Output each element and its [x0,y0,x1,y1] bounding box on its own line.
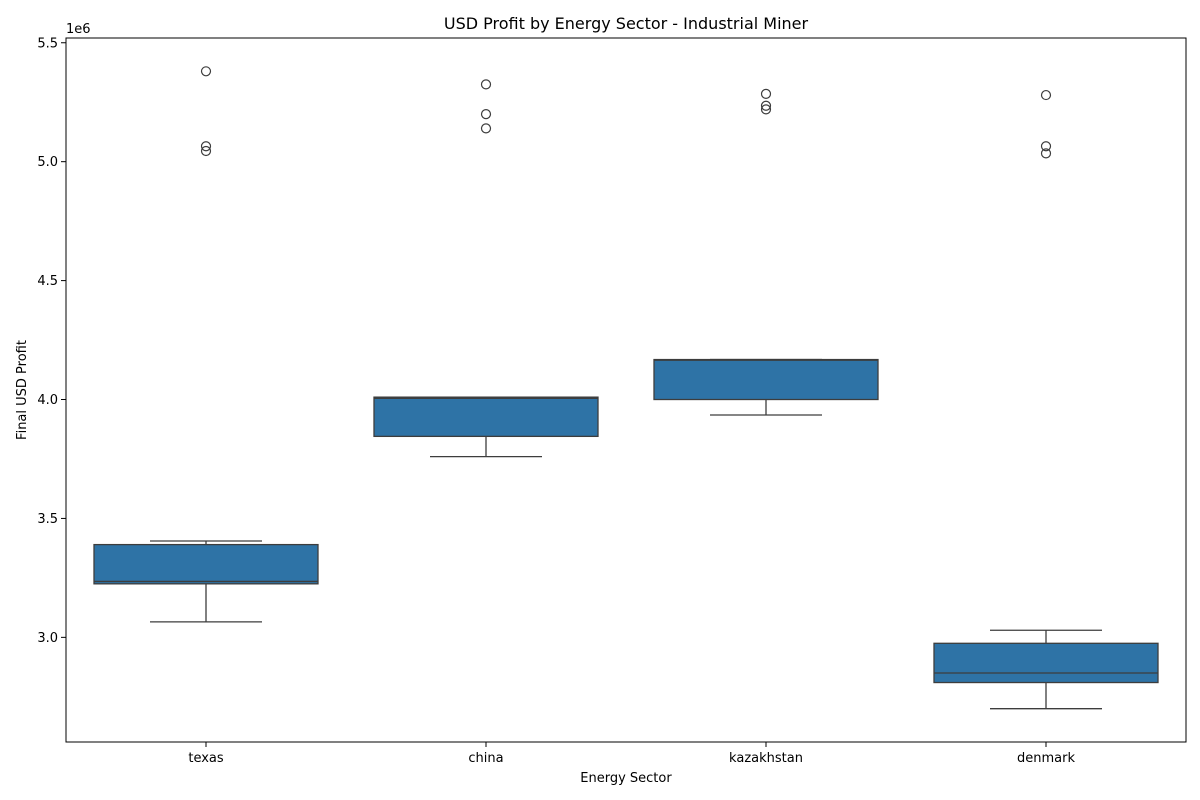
outlier-point [480,123,492,134]
outlier-point [760,100,772,111]
y-tick-label: 5.5 [37,36,58,51]
y-axis-multiplier: 1e6 [66,22,91,37]
outlier-point [480,79,492,90]
outlier-point [760,104,772,115]
x-tick-label: texas [188,751,224,766]
y-tick-label: 4.5 [37,274,58,289]
outlier-point [200,66,212,77]
x-tick-label: denmark [1017,751,1075,766]
outlier-point [1040,141,1052,152]
outlier-point [1040,89,1052,101]
outlier-point [200,145,212,157]
outlier-point [200,141,212,152]
y-tick-label: 4.0 [37,393,58,408]
box-denmark [933,642,1159,684]
x-tick-label: china [468,751,503,766]
x-tick-label: kazakhstan [729,751,803,766]
y-tick-label: 3.5 [37,512,58,527]
outlier-point [760,88,772,99]
y-tick-label: 3.0 [37,631,58,646]
box-texas [93,543,319,585]
box-kazakhstan [653,358,879,401]
plot-area: 3.0 3.5 4.0 4.5 5.0 5.5 texas china kazakhstan de… [37,36,1159,766]
y-tick-label: 5.0 [37,155,58,170]
box-china [373,396,599,438]
outlier-point [1040,148,1052,159]
chart-title: USD Profit by Energy Sector - Industrial… [444,14,809,33]
x-axis-label: Energy Sector [580,771,672,786]
outlier-point [480,109,492,120]
plot-frame [65,37,1187,743]
y-axis-label: Final USD Profit [15,340,30,440]
